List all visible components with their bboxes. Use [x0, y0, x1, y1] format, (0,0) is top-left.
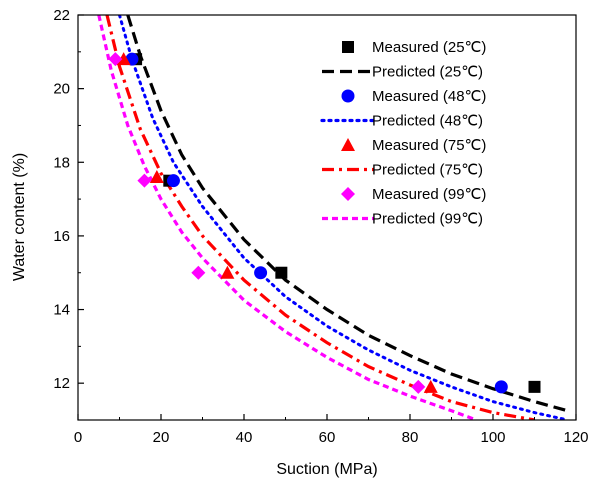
curve-predicted-75 — [105, 15, 535, 420]
x-tick-label: 100 — [480, 429, 505, 446]
x-tick-label: 60 — [319, 429, 336, 446]
legend-marker-measured-75 — [341, 138, 355, 151]
legend-label: Predicted (48℃) — [372, 113, 483, 130]
y-axis-title: Water content (%) — [11, 153, 28, 281]
point-measured-75 — [149, 170, 164, 183]
point-measured-75 — [116, 52, 131, 66]
curve-predicted-99 — [97, 15, 477, 420]
y-tick-label: 12 — [53, 375, 70, 392]
point-measured-25 — [528, 380, 541, 393]
x-tick-label: 0 — [74, 429, 82, 446]
legend-label: Measured (75℃) — [372, 137, 486, 154]
legend: Measured (25℃) Predicted (25℃) Measured (4… — [320, 39, 486, 228]
legend-label: Measured (48℃) — [372, 88, 486, 105]
curve-predicted-25 — [126, 15, 569, 413]
point-measured-48 — [166, 174, 180, 188]
y-tick-label: 14 — [53, 302, 70, 319]
point-measured-75 — [423, 379, 438, 393]
point-measured-99 — [108, 52, 123, 67]
x-tick-label: 120 — [563, 429, 588, 446]
predicted-curves — [97, 15, 570, 420]
point-measured-99 — [191, 265, 206, 280]
legend-marker-measured-99 — [341, 187, 355, 201]
legend-label: Predicted (75℃) — [372, 162, 483, 179]
legend-label: Predicted (99℃) — [372, 211, 483, 228]
point-measured-48 — [494, 380, 508, 394]
x-tick-label: 80 — [402, 429, 419, 446]
legend-marker-measured-48 — [341, 89, 355, 103]
y-tick-label: 18 — [53, 154, 70, 171]
y-tick-label: 22 — [53, 7, 70, 24]
legend-label: Measured (25℃) — [372, 39, 486, 56]
y-tick-label: 16 — [53, 228, 70, 245]
measured-points — [108, 52, 541, 394]
legend-label: Predicted (25℃) — [372, 64, 483, 81]
point-measured-75 — [220, 265, 235, 279]
x-tick-label: 20 — [153, 429, 170, 446]
curve-predicted-48 — [118, 15, 570, 420]
point-measured-99 — [137, 173, 152, 188]
point-measured-99 — [411, 379, 426, 394]
legend-marker-measured-25 — [342, 41, 354, 53]
axes: 0 20 40 60 80 100 120 12 14 16 18 20 22 — [53, 7, 588, 446]
legend-label: Measured (99℃) — [372, 186, 486, 203]
point-measured-48 — [254, 266, 268, 280]
y-tick-label: 20 — [53, 81, 70, 98]
x-axis-title: Suction (MPa) — [276, 461, 377, 478]
point-measured-25 — [275, 266, 288, 279]
x-tick-label: 40 — [236, 429, 253, 446]
